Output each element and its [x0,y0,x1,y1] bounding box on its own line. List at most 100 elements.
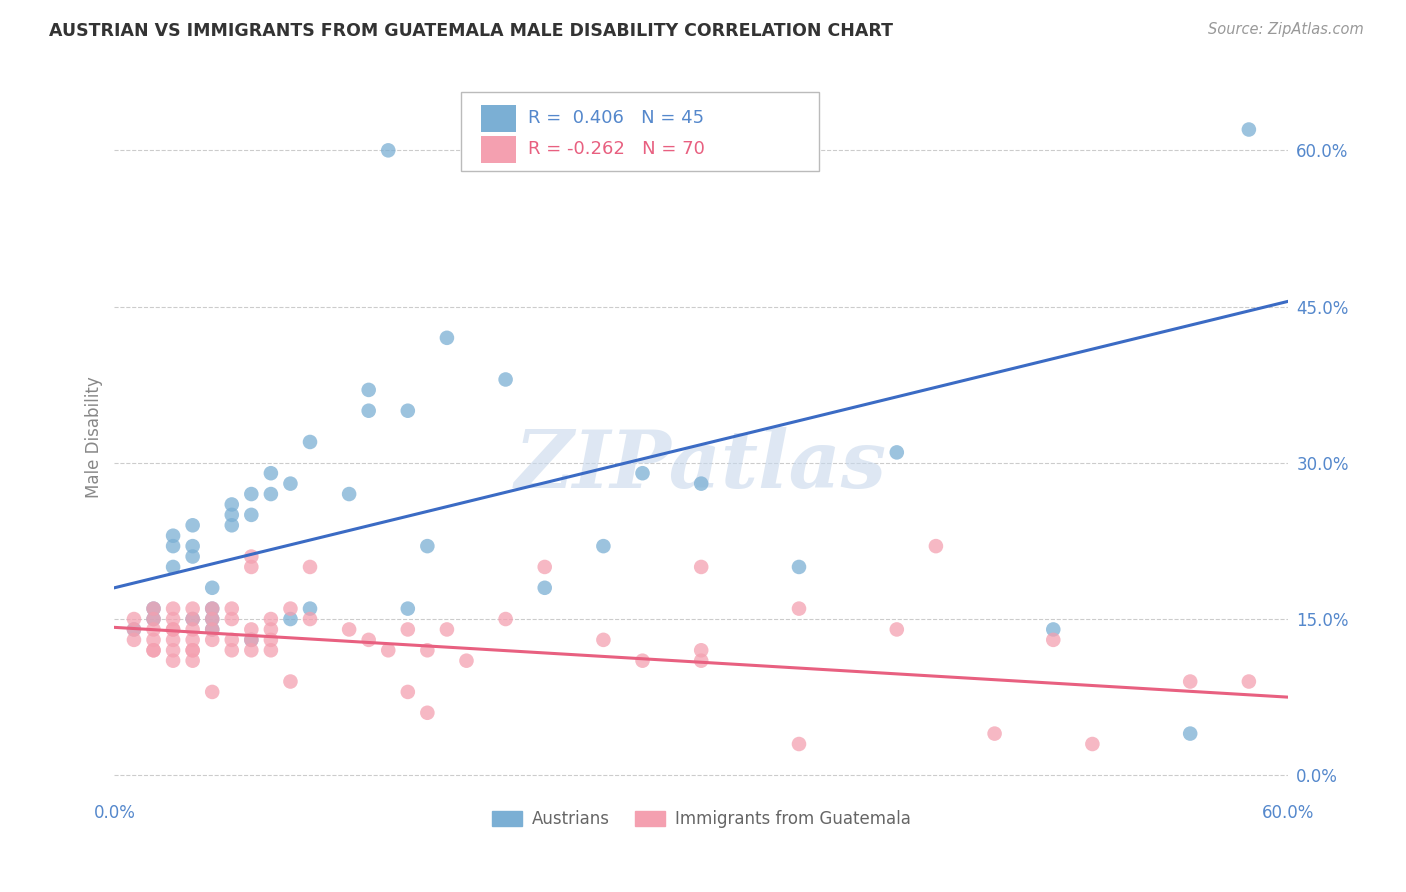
Point [162,612,184,626]
Point [142,643,165,657]
Point [240,560,263,574]
Point [592,632,614,647]
Point [240,487,263,501]
Point [690,144,713,158]
Point [181,654,204,668]
Point [260,487,283,501]
Point [201,623,224,637]
Point [886,445,908,459]
Point [357,632,380,647]
Point [221,508,243,522]
Point [240,623,263,637]
Point [396,685,419,699]
Point [240,549,263,564]
Point [162,539,184,553]
Point [456,654,478,668]
Point [495,372,517,386]
Point [201,612,224,626]
Point [142,623,165,637]
Point [690,654,713,668]
Point [533,560,555,574]
Y-axis label: Male Disability: Male Disability [86,376,103,498]
Point [690,560,713,574]
Point [142,601,165,615]
Point [162,643,184,657]
Point [416,643,439,657]
Point [181,632,204,647]
Point [280,476,302,491]
Point [337,623,360,637]
Point [396,623,419,637]
Point [142,643,165,657]
Point [240,632,263,647]
Point [1237,122,1260,136]
Point [495,612,517,626]
Text: AUSTRIAN VS IMMIGRANTS FROM GUATEMALA MALE DISABILITY CORRELATION CHART: AUSTRIAN VS IMMIGRANTS FROM GUATEMALA MA… [49,22,893,40]
Point [280,612,302,626]
Point [1042,632,1064,647]
Point [260,623,283,637]
Point [280,674,302,689]
Point [436,331,458,345]
Point [181,601,204,615]
Point [162,623,184,637]
Point [221,612,243,626]
Point [240,643,263,657]
Text: R =  0.406   N = 45: R = 0.406 N = 45 [527,110,703,128]
Point [280,601,302,615]
Point [1081,737,1104,751]
Legend: Austrians, Immigrants from Guatemala: Austrians, Immigrants from Guatemala [485,803,917,835]
Point [201,685,224,699]
Text: ZIPatlas: ZIPatlas [515,426,887,504]
Text: Source: ZipAtlas.com: Source: ZipAtlas.com [1208,22,1364,37]
Point [925,539,948,553]
Point [201,581,224,595]
Point [221,498,243,512]
Point [162,529,184,543]
Point [983,726,1005,740]
Point [298,434,321,449]
Point [162,654,184,668]
Point [377,643,399,657]
Point [260,467,283,481]
Point [181,539,204,553]
Point [201,623,224,637]
Point [122,632,145,647]
Point [416,539,439,553]
Point [787,737,810,751]
Point [260,643,283,657]
Point [690,643,713,657]
Point [221,601,243,615]
Point [221,632,243,647]
Point [787,601,810,615]
Point [142,612,165,626]
Point [886,623,908,637]
Point [533,581,555,595]
Point [181,612,204,626]
Point [396,403,419,417]
Point [181,612,204,626]
Point [181,623,204,637]
Point [181,549,204,564]
Point [201,632,224,647]
Point [1180,674,1202,689]
Point [357,403,380,417]
Text: R = -0.262   N = 70: R = -0.262 N = 70 [527,140,704,158]
Point [416,706,439,720]
Point [142,632,165,647]
Point [162,623,184,637]
Point [221,643,243,657]
Point [337,487,360,501]
Point [1237,674,1260,689]
Point [240,508,263,522]
Point [162,632,184,647]
Bar [481,104,516,132]
Point [181,643,204,657]
Point [377,144,399,158]
Point [592,539,614,553]
Point [260,632,283,647]
Point [201,601,224,615]
Point [1180,726,1202,740]
Point [631,654,654,668]
Bar [481,136,516,163]
